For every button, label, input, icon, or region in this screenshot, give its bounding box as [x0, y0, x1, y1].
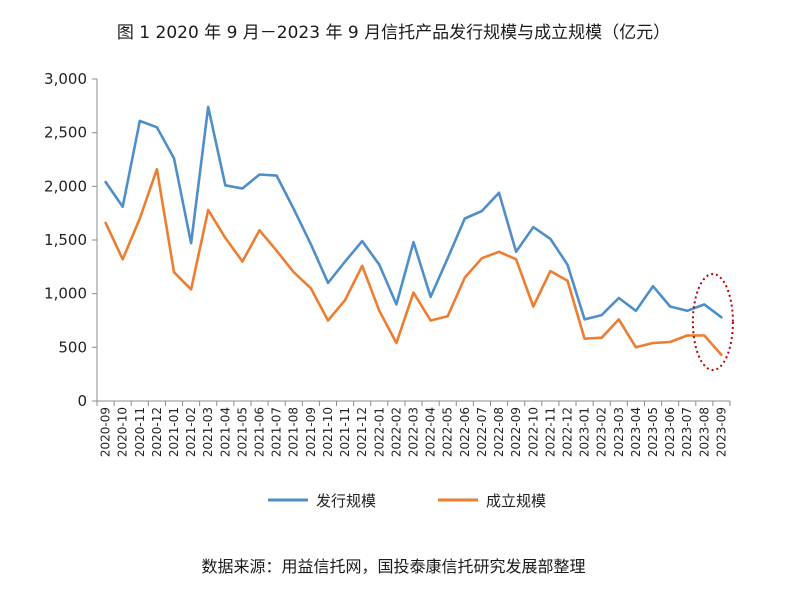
- x-tick-label: 2023-02: [595, 407, 609, 457]
- x-tick-label: 2023-04: [629, 407, 643, 457]
- x-tick-label: 2021-11: [338, 407, 352, 457]
- x-tick-label: 2023-06: [663, 407, 677, 457]
- x-tick-label: 2021-12: [355, 407, 369, 457]
- x-tick-label: 2021-09: [304, 407, 318, 457]
- y-tick-label: 3,000: [44, 70, 87, 88]
- x-tick-label: 2022-04: [424, 407, 438, 457]
- x-tick-label: 2020-09: [99, 407, 113, 457]
- x-tick-label: 2021-10: [321, 407, 335, 457]
- x-tick-label: 2021-05: [235, 407, 249, 457]
- x-tick-label: 2022-09: [509, 407, 523, 457]
- x-tick-label: 2023-07: [680, 407, 694, 457]
- x-tick-label: 2023-09: [714, 407, 728, 457]
- x-tick-label: 2022-12: [560, 407, 574, 457]
- x-tick-label: 2023-01: [578, 407, 592, 457]
- series-line: [104, 167, 723, 357]
- y-tick-label: 1,500: [44, 231, 87, 249]
- y-tick-label: 1,000: [44, 285, 87, 303]
- x-tick-label: 2022-08: [492, 407, 506, 457]
- data-source-note: 数据来源：用益信托网，国投泰康信托研究发展部整理: [201, 557, 586, 576]
- x-tick-label: 2021-03: [201, 407, 215, 457]
- x-tick-label: 2023-03: [612, 407, 626, 457]
- x-tick-label: 2022-02: [389, 407, 403, 457]
- legend-label: 发行规模: [316, 492, 376, 510]
- x-tick-label: 2022-11: [543, 407, 557, 457]
- x-tick-label: 2020-11: [133, 407, 147, 457]
- series-line: [104, 105, 723, 321]
- legend-label: 成立规模: [486, 492, 546, 510]
- y-tick-label: 2,000: [44, 177, 87, 195]
- chart-title: 图 1 2020 年 9 月－2023 年 9 月信托产品发行规模与成立规模（亿…: [116, 23, 671, 43]
- x-tick-label: 2022-01: [372, 407, 386, 457]
- y-tick-label: 0: [77, 392, 87, 410]
- x-tick-label: 2023-05: [646, 407, 660, 457]
- highlight-ellipse: [691, 273, 734, 371]
- x-tick-label: 2022-03: [407, 407, 421, 457]
- x-tick-label: 2023-08: [697, 407, 711, 457]
- x-tick-label: 2021-04: [218, 407, 232, 457]
- x-tick-label: 2021-01: [167, 407, 181, 457]
- x-tick-label: 2022-10: [526, 407, 540, 457]
- x-tick-label: 2021-08: [287, 407, 301, 457]
- x-tick-label: 2022-07: [475, 407, 489, 457]
- x-tick-label: 2021-07: [270, 407, 284, 457]
- x-tick-label: 2020-10: [116, 407, 130, 457]
- x-tick-label: 2022-06: [458, 407, 472, 457]
- y-tick-label: 500: [58, 338, 87, 356]
- x-tick-label: 2021-06: [253, 407, 267, 457]
- x-tick-label: 2022-05: [441, 407, 455, 457]
- x-tick-label: 2020-12: [150, 407, 164, 457]
- x-tick-label: 2021-02: [184, 407, 198, 457]
- y-tick-label: 2,500: [44, 124, 87, 142]
